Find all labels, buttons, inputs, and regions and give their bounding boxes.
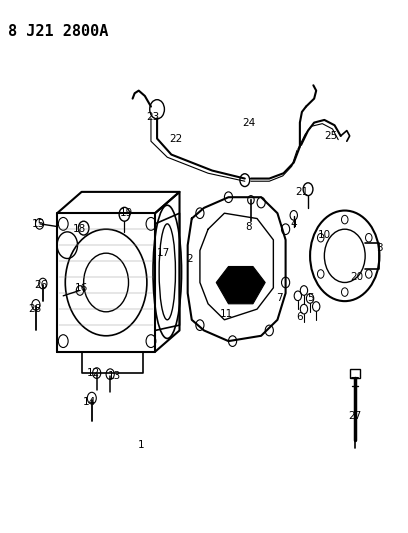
Text: 14: 14 xyxy=(83,398,96,407)
Text: 19: 19 xyxy=(120,208,133,218)
Text: 26: 26 xyxy=(34,280,47,290)
Text: 21: 21 xyxy=(295,187,308,197)
Text: 17: 17 xyxy=(157,248,170,258)
Text: 7: 7 xyxy=(276,294,283,303)
Text: 3: 3 xyxy=(376,243,383,253)
Text: 6: 6 xyxy=(297,312,303,322)
Text: 2: 2 xyxy=(186,254,193,263)
Text: 8 J21 2800A: 8 J21 2800A xyxy=(8,24,109,39)
Text: 24: 24 xyxy=(242,118,255,127)
Text: 12: 12 xyxy=(87,368,100,378)
Text: 28: 28 xyxy=(28,304,41,314)
Text: 20: 20 xyxy=(350,272,364,282)
Text: 18: 18 xyxy=(73,224,86,234)
Circle shape xyxy=(39,278,47,289)
FancyBboxPatch shape xyxy=(350,369,360,378)
Text: 10: 10 xyxy=(318,230,331,239)
Text: 13: 13 xyxy=(108,371,121,381)
Polygon shape xyxy=(216,266,265,304)
Circle shape xyxy=(32,300,40,310)
Text: 4: 4 xyxy=(290,219,297,229)
Circle shape xyxy=(87,392,96,404)
Text: 25: 25 xyxy=(324,131,337,141)
Text: 22: 22 xyxy=(169,134,182,143)
Text: 5: 5 xyxy=(307,294,313,303)
Text: 23: 23 xyxy=(146,112,160,122)
Text: 16: 16 xyxy=(75,283,88,293)
Text: 1: 1 xyxy=(137,440,144,450)
Text: 15: 15 xyxy=(32,219,45,229)
Text: 27: 27 xyxy=(348,411,361,421)
Text: 11: 11 xyxy=(220,310,233,319)
Text: 8: 8 xyxy=(246,222,252,231)
